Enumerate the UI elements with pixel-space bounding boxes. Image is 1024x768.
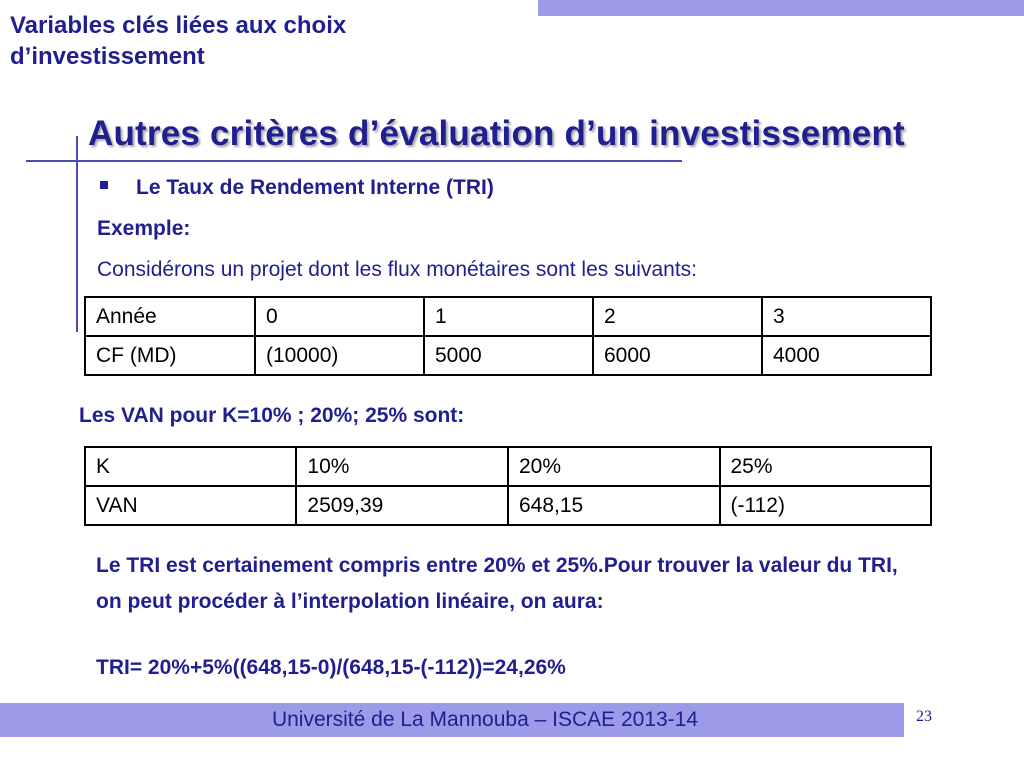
table-cell: (-112) — [718, 485, 932, 526]
table-row: Année 0 1 2 3 — [84, 296, 932, 337]
table-cell: 648,15 — [506, 485, 721, 526]
title-divider-horizontal — [26, 160, 682, 162]
footer-text: Université de La Mannouba – ISCAE 2013-1… — [271, 708, 699, 731]
table-cell: 20% — [506, 446, 721, 487]
table-cell: 2509,39 — [295, 485, 509, 526]
table-cell: 1 — [423, 296, 594, 337]
example-label: Exemple: — [97, 217, 191, 240]
table-cell: 2 — [592, 296, 763, 337]
table-row: CF (MD) (10000) 5000 6000 4000 — [84, 335, 932, 376]
table-cell: (10000) — [254, 335, 425, 376]
table-cell: 0 — [254, 296, 425, 337]
section-title: Variables clés liées aux choix d’investi… — [10, 12, 347, 70]
table-cell: CF (MD) — [84, 335, 256, 376]
footer-bar — [0, 703, 904, 737]
title-divider-vertical — [76, 136, 78, 332]
table-cell: 6000 — [592, 335, 763, 376]
square-bullet-icon — [100, 181, 108, 189]
table-cell: Année — [84, 296, 256, 337]
bullet-heading: Le Taux de Rendement Interne (TRI) — [136, 176, 494, 199]
table-row: K 10% 20% 25% — [83, 446, 932, 487]
intro-text: Considérons un projet dont les flux moné… — [97, 258, 697, 281]
table-cell: 25% — [718, 446, 932, 487]
top-accent-bar — [538, 0, 1024, 16]
table-cell: 3 — [761, 296, 932, 337]
table-cell: K — [83, 446, 298, 487]
table-row: VAN 2509,39 648,15 (-112) — [83, 485, 932, 526]
slide-title: Autres critères d’évaluation d’un invest… — [88, 114, 905, 153]
cashflow-table: Année 0 1 2 3 CF (MD) (10000) 5000 6000 … — [84, 296, 932, 376]
van-heading: Les VAN pour K=10% ; 20%; 25% sont: — [79, 404, 465, 427]
table-cell: 4000 — [761, 335, 932, 376]
table-cell: VAN — [83, 485, 298, 526]
conclusion-text: Le TRI est certainement compris entre 20… — [96, 554, 898, 613]
van-table: K 10% 20% 25% VAN 2509,39 648,15 (-112) — [83, 446, 932, 526]
page-number: 23 — [916, 708, 932, 725]
table-cell: 10% — [295, 446, 509, 487]
tri-formula: TRI= 20%+5%((648,15-0)/(648,15-(-112))=2… — [96, 656, 566, 679]
table-cell: 5000 — [423, 335, 594, 376]
